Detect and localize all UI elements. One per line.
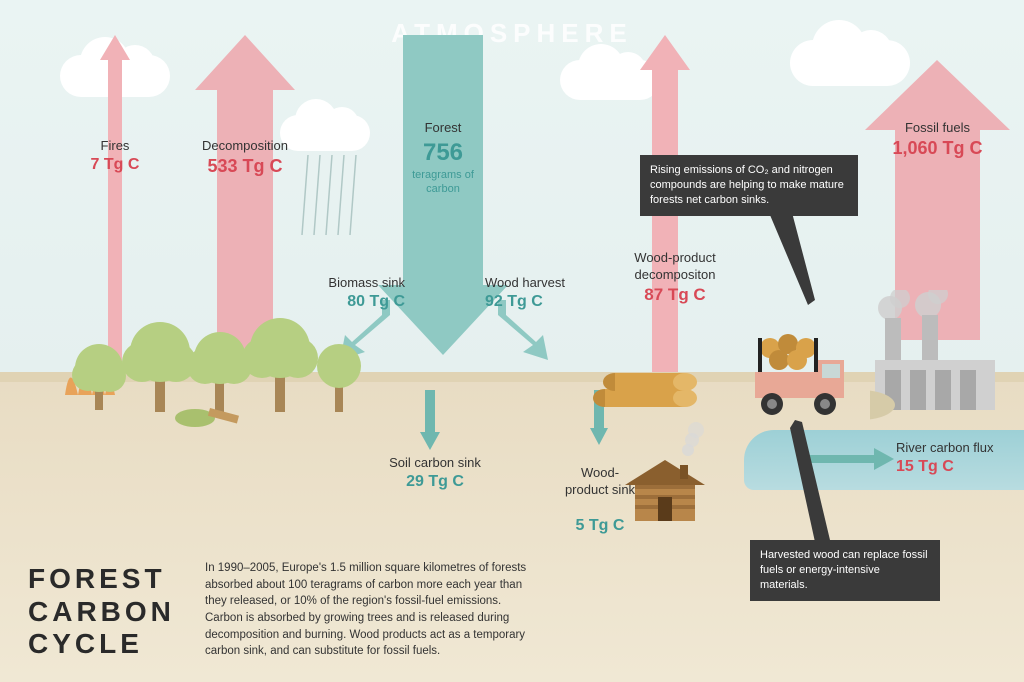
wood-product-decomp-label: Wood-product decompositon 87 Tg C xyxy=(615,250,735,306)
page-title: FOREST CARBON CYCLE xyxy=(28,563,175,660)
factory-icon xyxy=(870,290,1010,420)
trees xyxy=(60,300,380,430)
callout-harvested-tail xyxy=(790,420,840,542)
callout-harvested: Harvested wood can replace fossil fuels … xyxy=(750,540,940,601)
truck-icon xyxy=(740,330,850,420)
fossil-fuels-label: Fossil fuels 1,060 Tg C xyxy=(880,120,995,160)
callout-emissions: Rising emissions of CO₂ and nitrogen com… xyxy=(640,155,858,216)
cabin-icon xyxy=(620,455,710,525)
wood-harvest-label: Wood harvest 92 Tg C xyxy=(485,275,585,313)
smoke-icon xyxy=(678,420,708,460)
soil-sink-label: Soil carbon sink 29 Tg C xyxy=(380,455,490,493)
logs-icon xyxy=(590,360,700,410)
soil-sink-arrow xyxy=(420,390,440,450)
rain-icon xyxy=(300,155,370,245)
fires-label: Fires 7 Tg C xyxy=(70,138,160,176)
forest-label: Forest 756 teragrams of carbon xyxy=(398,120,488,197)
description: In 1990–2005, Europe's 1.5 million squar… xyxy=(205,560,540,660)
decomposition-label: Decomposition 533 Tg C xyxy=(190,138,300,178)
river-flux-label: River carbon flux 15 Tg C xyxy=(896,440,1006,478)
callout-emissions-tail xyxy=(760,205,820,305)
